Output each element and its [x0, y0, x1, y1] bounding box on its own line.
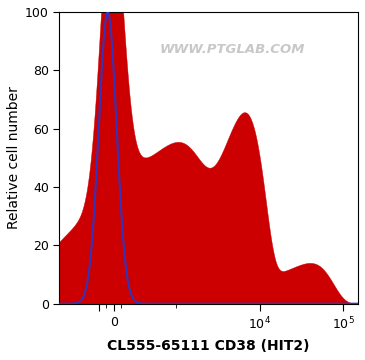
Y-axis label: Relative cell number: Relative cell number	[7, 86, 21, 229]
Text: WWW.PTGLAB.COM: WWW.PTGLAB.COM	[160, 43, 305, 57]
X-axis label: CL555-65111 CD38 (HIT2): CL555-65111 CD38 (HIT2)	[107, 339, 310, 353]
